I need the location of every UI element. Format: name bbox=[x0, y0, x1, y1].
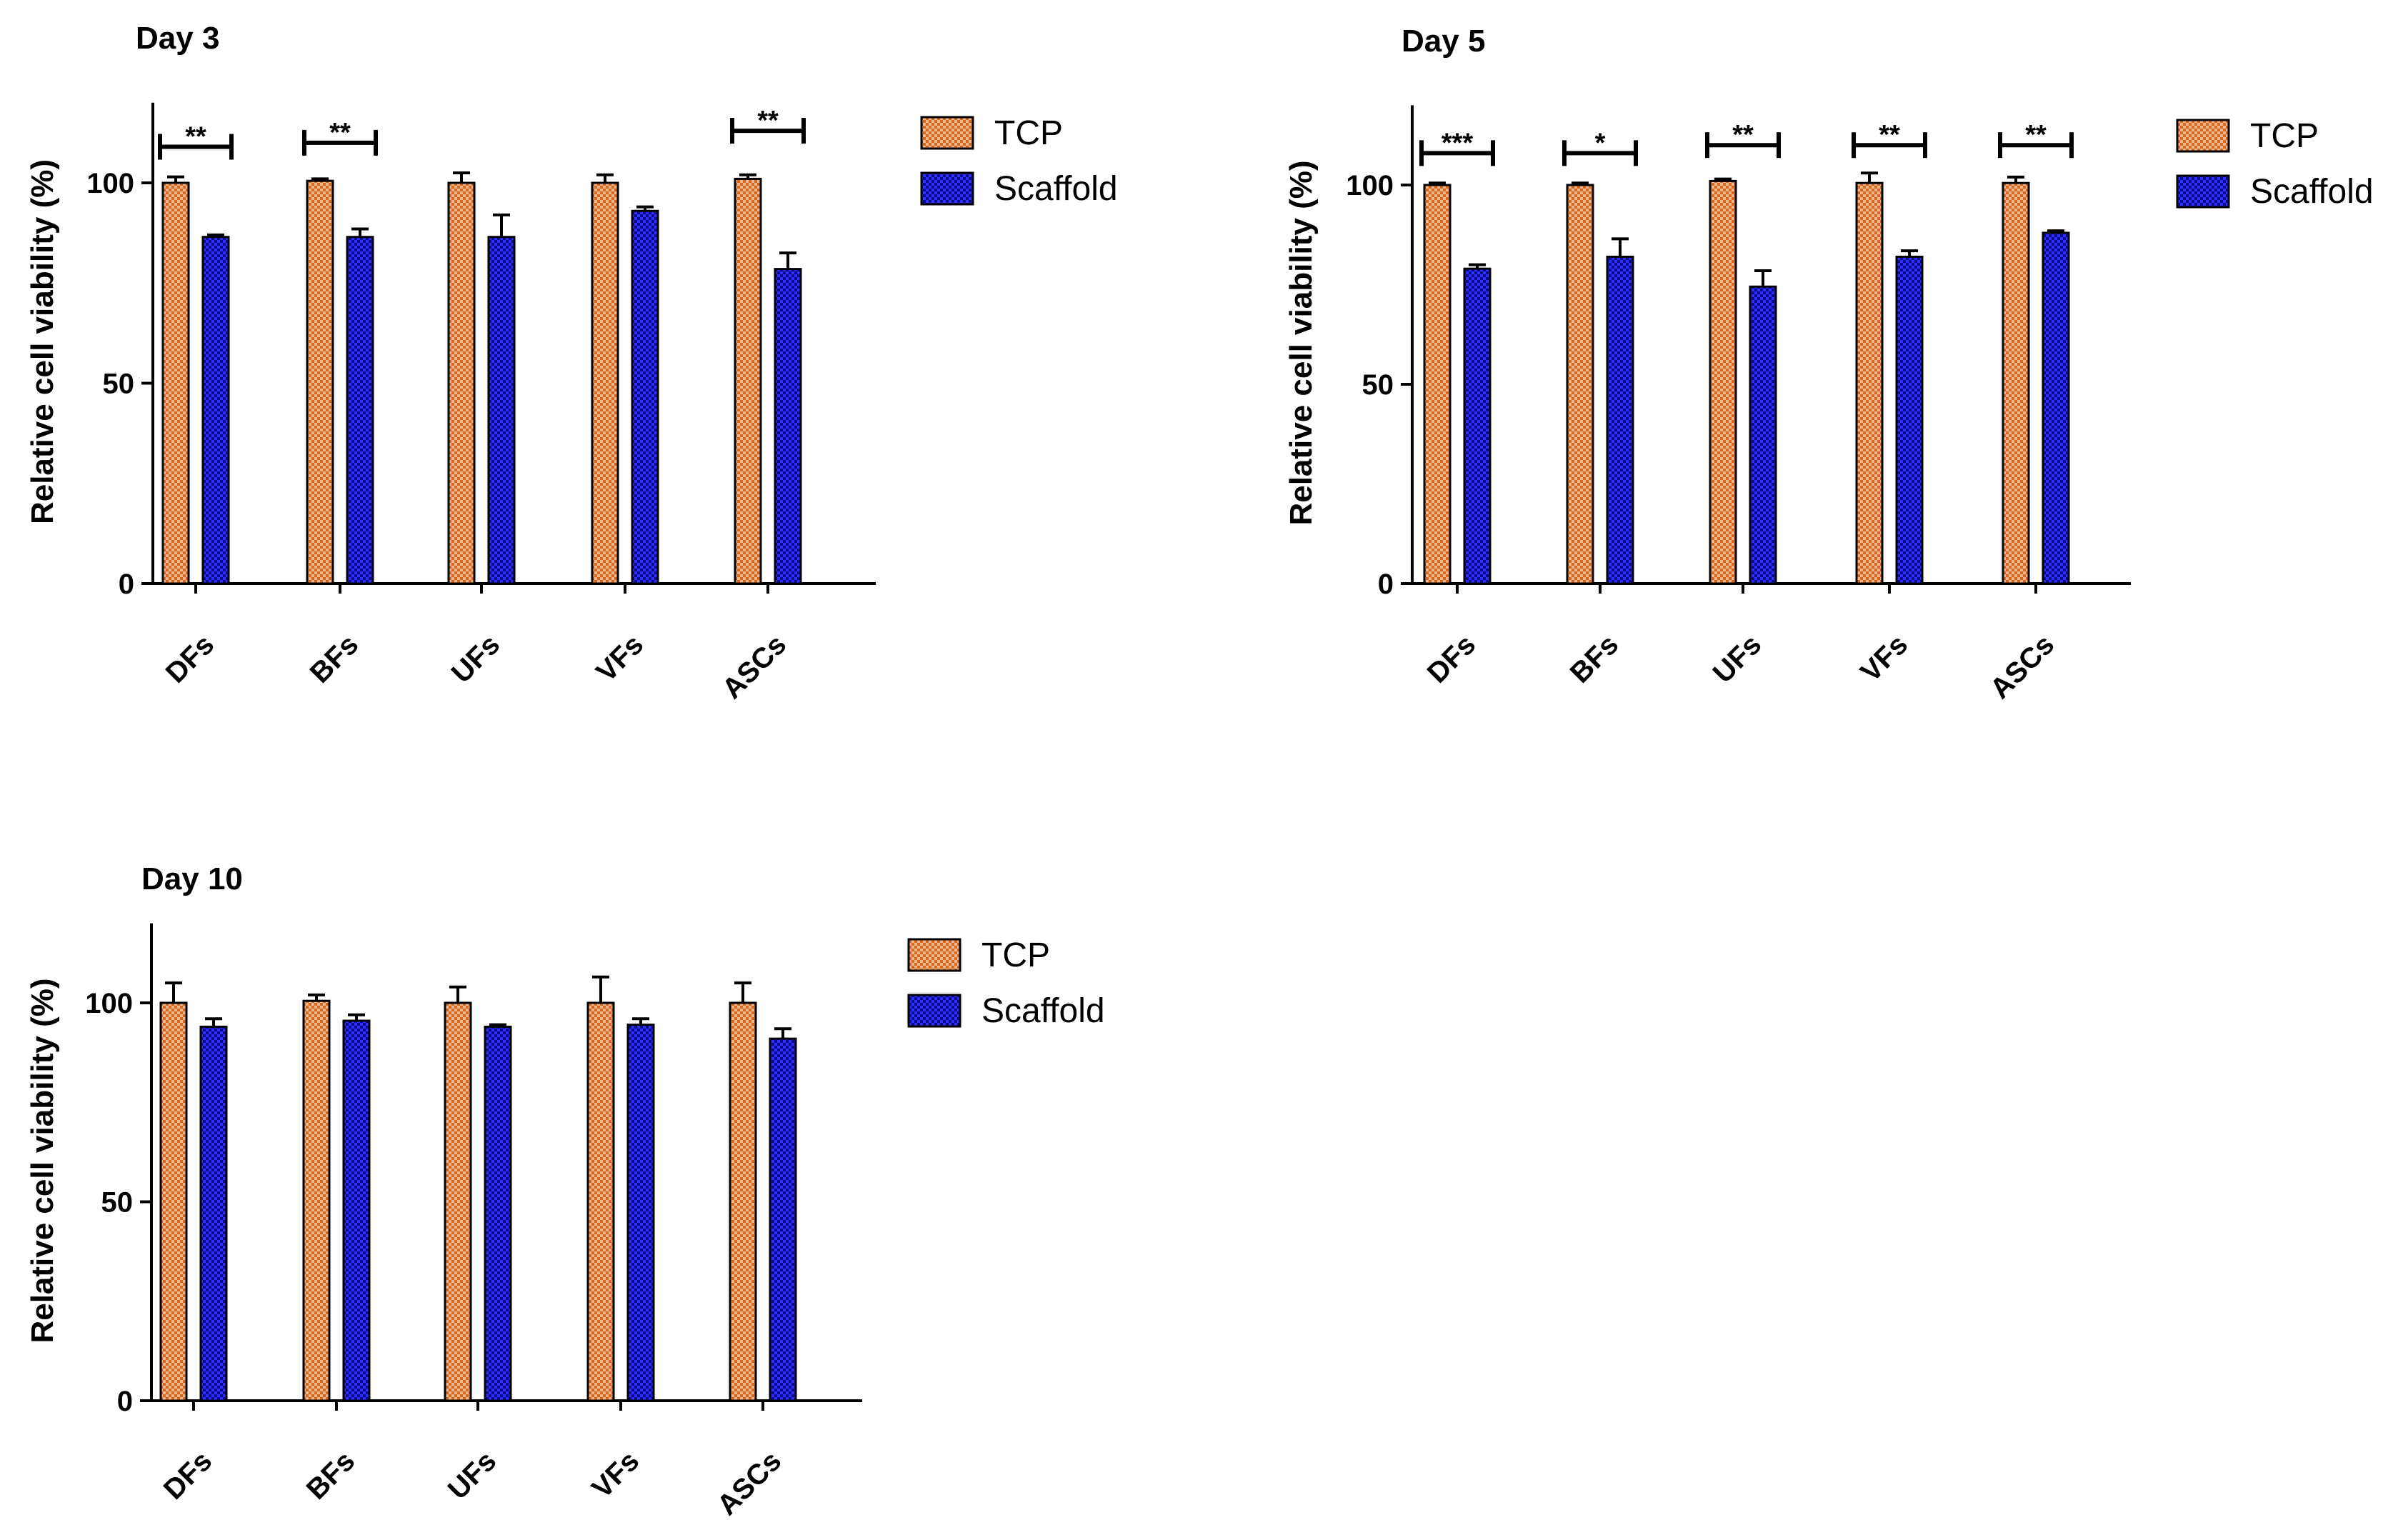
scaffold-bar bbox=[342, 1019, 371, 1402]
tcp-bar bbox=[1423, 184, 1452, 585]
legend-swatch-scaffold bbox=[920, 171, 974, 206]
tcp-bar bbox=[734, 177, 762, 585]
panels: Day 3 Relative cell viability (%) 0 50 100 DF… bbox=[25, 21, 2374, 1520]
y-tick-label: 100 bbox=[86, 168, 134, 199]
significance-label: ** bbox=[1732, 120, 1754, 150]
y-tick-label: 0 bbox=[1378, 569, 1394, 600]
significance-label: ** bbox=[2025, 120, 2047, 150]
x-tick-label: VFs bbox=[586, 1445, 645, 1504]
legend-swatch-tcp bbox=[907, 938, 961, 972]
significance-bracket: ** bbox=[158, 122, 234, 160]
legend-label: Scaffold bbox=[981, 992, 1105, 1030]
x-tick-label: ASCs bbox=[716, 629, 793, 705]
tcp-bar bbox=[1709, 179, 1737, 585]
x-tick-label: VFs bbox=[590, 629, 649, 688]
significance-bracket: *** bbox=[1419, 128, 1495, 166]
tcp-bar bbox=[159, 1001, 188, 1402]
y-tick-label: 50 bbox=[1362, 369, 1394, 401]
tcp-bar bbox=[444, 1001, 472, 1402]
x-tick-label: BFs bbox=[1564, 629, 1625, 689]
significance-label: ** bbox=[1879, 120, 1900, 150]
x-tick-label: DFs bbox=[1422, 629, 1482, 689]
y-tick-label: 0 bbox=[119, 569, 134, 600]
y-tick-label: 100 bbox=[1346, 170, 1394, 201]
x-tick-label: UFs bbox=[1707, 629, 1768, 689]
tcp-bar bbox=[1855, 181, 1884, 585]
tcp-bar bbox=[729, 1001, 757, 1402]
tcp-bar bbox=[591, 181, 619, 585]
significance-bracket: ** bbox=[730, 106, 806, 144]
legend-swatch-tcp bbox=[920, 116, 974, 150]
scaffold-bar bbox=[1606, 255, 1634, 585]
scaffold-bar bbox=[199, 1025, 228, 1402]
tcp-bar bbox=[447, 181, 476, 585]
legend-label: TCP bbox=[994, 114, 1063, 152]
significance-label: * bbox=[1595, 128, 1606, 158]
tcp-bar bbox=[586, 1001, 615, 1402]
scaffold-bar bbox=[1463, 267, 1492, 585]
significance-label: ** bbox=[757, 106, 779, 136]
chart-panel: Day 5 Relative cell viability (%) 0 50 100 DF… bbox=[1284, 24, 2374, 705]
chart-title: Day 10 bbox=[141, 861, 243, 896]
x-tick-label: UFs bbox=[442, 1445, 503, 1506]
tcp-bar bbox=[161, 181, 190, 585]
legend-swatch-scaffold bbox=[2176, 174, 2230, 209]
significance-bracket: * bbox=[1562, 128, 1638, 166]
y-axis-label: Relative cell viability (%) bbox=[1284, 160, 1319, 525]
scaffold-bar bbox=[774, 268, 802, 585]
scaffold-bar bbox=[769, 1037, 797, 1402]
x-tick-label: DFs bbox=[160, 629, 221, 689]
scaffold-bar bbox=[631, 209, 659, 585]
x-tick-label: DFs bbox=[158, 1445, 219, 1506]
significance-label: ** bbox=[185, 122, 206, 152]
legend-label: Scaffold bbox=[2250, 173, 2374, 211]
x-tick-label: VFs bbox=[1854, 629, 1914, 688]
x-tick-label: BFs bbox=[304, 629, 365, 689]
significance-bracket: ** bbox=[1705, 120, 1781, 159]
significance-bracket: ** bbox=[1998, 120, 2074, 159]
tcp-bar bbox=[306, 179, 334, 585]
legend-label: TCP bbox=[2250, 117, 2319, 155]
tcp-bar bbox=[302, 999, 331, 1402]
chart-title: Day 5 bbox=[1402, 24, 1485, 59]
scaffold-bar bbox=[201, 236, 230, 585]
x-tick-label: ASCs bbox=[711, 1445, 788, 1520]
y-axis-label: Relative cell viability (%) bbox=[25, 159, 60, 524]
tcp-bar bbox=[1566, 184, 1594, 585]
legend-swatch-scaffold bbox=[907, 994, 961, 1028]
significance-label: ** bbox=[329, 118, 351, 148]
y-tick-label: 0 bbox=[117, 1386, 133, 1417]
scaffold-bar bbox=[1895, 255, 1924, 585]
x-tick-label: BFs bbox=[301, 1445, 361, 1506]
scaffold-bar bbox=[1749, 285, 1777, 585]
chart-panel: Day 3 Relative cell viability (%) 0 50 100 DF… bbox=[25, 21, 1118, 705]
y-axis-label: Relative cell viability (%) bbox=[25, 978, 60, 1343]
significance-bracket: ** bbox=[302, 118, 378, 156]
x-tick-label: ASCs bbox=[1984, 629, 2061, 705]
chart-title: Day 3 bbox=[136, 21, 219, 56]
x-tick-label: UFs bbox=[446, 629, 506, 689]
scaffold-bar bbox=[626, 1024, 655, 1402]
y-tick-label: 50 bbox=[103, 369, 135, 400]
scaffold-bar bbox=[2042, 231, 2070, 585]
scaffold-bar bbox=[484, 1025, 512, 1402]
scaffold-bar bbox=[487, 236, 516, 585]
y-tick-label: 50 bbox=[101, 1187, 134, 1219]
significance-label: *** bbox=[1442, 128, 1474, 158]
chart-panel: Day 10 Relative cell viability (%) 0 50 100 D… bbox=[25, 861, 1105, 1520]
tcp-bar bbox=[2002, 181, 2030, 585]
legend-swatch-tcp bbox=[2176, 119, 2230, 153]
scaffold-bar bbox=[346, 236, 374, 585]
y-tick-label: 100 bbox=[85, 988, 133, 1019]
legend-label: TCP bbox=[981, 936, 1050, 974]
legend-label: Scaffold bbox=[994, 170, 1118, 208]
significance-bracket: ** bbox=[1852, 120, 1927, 159]
